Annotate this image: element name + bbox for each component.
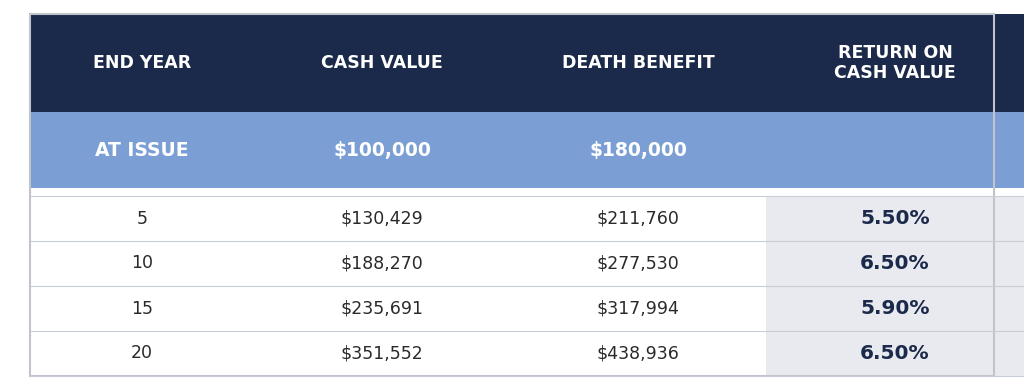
Text: $351,552: $351,552 (341, 345, 423, 363)
Text: 15: 15 (131, 300, 153, 317)
Bar (510, 286, 766, 331)
Bar (510, 241, 766, 286)
Text: $100,000: $100,000 (333, 140, 431, 159)
Text: $317,994: $317,994 (597, 300, 680, 317)
Text: 6.50%: 6.50% (860, 344, 930, 363)
Text: $277,530: $277,530 (597, 254, 679, 273)
Text: CASH VALUE: CASH VALUE (322, 54, 442, 72)
Bar (254, 196, 510, 241)
Bar (510, 331, 766, 376)
Text: 5.90%: 5.90% (860, 299, 930, 318)
Bar (766, 331, 1024, 376)
Bar (254, 14, 510, 112)
Bar (766, 286, 1024, 331)
Bar (254, 331, 510, 376)
Text: $188,270: $188,270 (341, 254, 423, 273)
Text: 10: 10 (131, 254, 153, 273)
Bar (30, 14, 254, 112)
Bar (510, 14, 766, 112)
Text: $130,429: $130,429 (341, 210, 423, 228)
Text: DEATH BENEFIT: DEATH BENEFIT (561, 54, 715, 72)
Bar (766, 112, 1024, 188)
Bar (30, 196, 254, 241)
Text: RETURN ON
CASH VALUE: RETURN ON CASH VALUE (835, 44, 955, 82)
Bar (510, 112, 766, 188)
Bar (254, 112, 510, 188)
Text: $438,936: $438,936 (597, 345, 680, 363)
Bar (766, 196, 1024, 241)
Text: 20: 20 (131, 345, 153, 363)
Text: $235,691: $235,691 (341, 300, 424, 317)
Bar (30, 241, 254, 286)
Text: $180,000: $180,000 (589, 140, 687, 159)
Text: 6.50%: 6.50% (860, 254, 930, 273)
Text: $211,760: $211,760 (597, 210, 680, 228)
Text: 5.50%: 5.50% (860, 209, 930, 228)
Bar (30, 331, 254, 376)
Bar (30, 112, 254, 188)
Bar (766, 241, 1024, 286)
Bar (254, 241, 510, 286)
Text: END YEAR: END YEAR (93, 54, 191, 72)
Bar (254, 286, 510, 331)
Text: AT ISSUE: AT ISSUE (95, 140, 188, 159)
Bar (30, 286, 254, 331)
Bar (766, 14, 1024, 112)
Text: 5: 5 (136, 210, 147, 228)
Bar (510, 196, 766, 241)
